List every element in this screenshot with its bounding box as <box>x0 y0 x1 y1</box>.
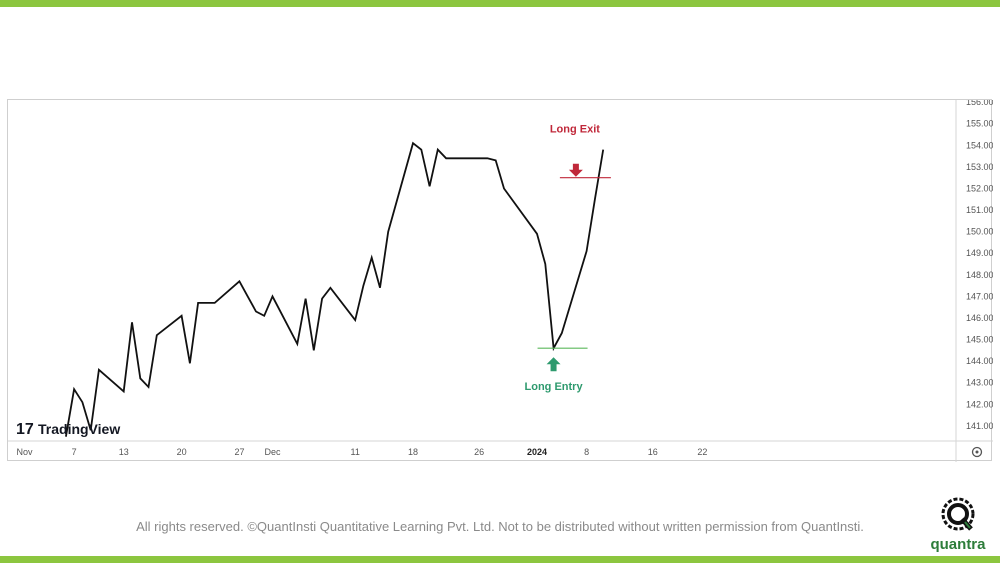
copyright-footer: All rights reserved. ©QuantInsti Quantit… <box>136 519 864 534</box>
y-tick-label: 147.00 <box>966 291 993 301</box>
tradingview-label: TradingView <box>38 421 120 437</box>
quantra-logo: quantra <box>922 492 994 554</box>
arrow-up-icon <box>546 357 561 372</box>
price-axis[interactable]: 141.00 142.00 143.00 144.00 145.00 146.00 147.… <box>966 100 993 431</box>
annotation-layer: Long Exit Long Entry <box>525 124 611 393</box>
long-exit-label: Long Exit <box>550 124 600 136</box>
arrow-down-icon <box>568 163 583 177</box>
chart-settings-button[interactable] <box>971 446 983 458</box>
x-tick-label: 20 <box>177 447 187 457</box>
tv-logo-icon: 17 <box>16 421 34 438</box>
y-tick-label: 145.00 <box>966 335 993 345</box>
quantra-logo-text: quantra <box>930 536 986 553</box>
top-accent-bar <box>0 0 1000 7</box>
chart-frame[interactable]: 141.00 142.00 143.00 144.00 145.00 146.00 147.… <box>7 99 993 462</box>
y-tick-label: 148.00 <box>966 270 993 280</box>
y-tick-label: 149.00 <box>966 248 993 258</box>
x-tick-label: Dec <box>265 447 282 457</box>
y-tick-label: 141.00 <box>966 421 993 431</box>
x-tick-label: 18 <box>408 447 418 457</box>
plot-layer <box>65 141 605 437</box>
x-tick-label: 26 <box>474 447 484 457</box>
y-tick-label: 144.00 <box>966 356 993 366</box>
gear-icon-center <box>975 450 979 454</box>
y-tick-label: 153.00 <box>966 162 993 172</box>
x-tick-label: 13 <box>119 447 129 457</box>
x-tick-label: 8 <box>584 447 589 457</box>
long-entry-label: Long Entry <box>525 381 584 393</box>
x-tick-label: 7 <box>72 447 77 457</box>
y-tick-label: 154.00 <box>966 140 993 150</box>
y-tick-label: 143.00 <box>966 378 993 388</box>
tradingview-watermark: 17 TradingView <box>16 421 120 438</box>
y-tick-label: 150.00 <box>966 227 993 237</box>
x-tick-label: 27 <box>234 447 244 457</box>
y-tick-label: 152.00 <box>966 183 993 193</box>
time-axis[interactable]: Nov 7 13 20 27 Dec 11 18 26 2024 8 16 22 <box>17 447 708 457</box>
x-tick-label: 16 <box>648 447 658 457</box>
gear-icon[interactable] <box>971 446 983 458</box>
x-tick-label: 22 <box>697 447 707 457</box>
price-series-line <box>65 141 605 437</box>
x-tick-label: Nov <box>17 447 34 457</box>
price-chart: 141.00 142.00 143.00 144.00 145.00 146.00 147.… <box>8 100 993 462</box>
y-tick-label: 156.00 <box>966 100 993 107</box>
y-tick-label: 142.00 <box>966 399 993 409</box>
y-tick-label: 151.00 <box>966 205 993 215</box>
bottom-accent-bar <box>0 556 1000 563</box>
x-tick-label: 2024 <box>527 447 547 457</box>
x-tick-label: 11 <box>351 447 360 457</box>
y-tick-label: 155.00 <box>966 119 993 129</box>
y-tick-label: 146.00 <box>966 313 993 323</box>
quantra-logo-icon <box>941 497 975 531</box>
